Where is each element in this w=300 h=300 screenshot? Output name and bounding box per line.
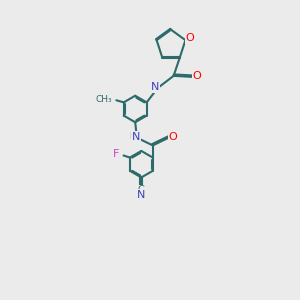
Text: N: N	[137, 190, 146, 200]
Text: O: O	[186, 34, 194, 44]
Text: H: H	[150, 82, 157, 91]
Text: C: C	[138, 185, 145, 195]
Text: O: O	[169, 132, 177, 142]
Text: N: N	[132, 132, 140, 142]
Text: CH₃: CH₃	[95, 95, 112, 104]
Text: N: N	[151, 82, 159, 92]
Text: H: H	[129, 132, 136, 141]
Text: F: F	[113, 149, 120, 159]
Text: O: O	[192, 71, 201, 81]
